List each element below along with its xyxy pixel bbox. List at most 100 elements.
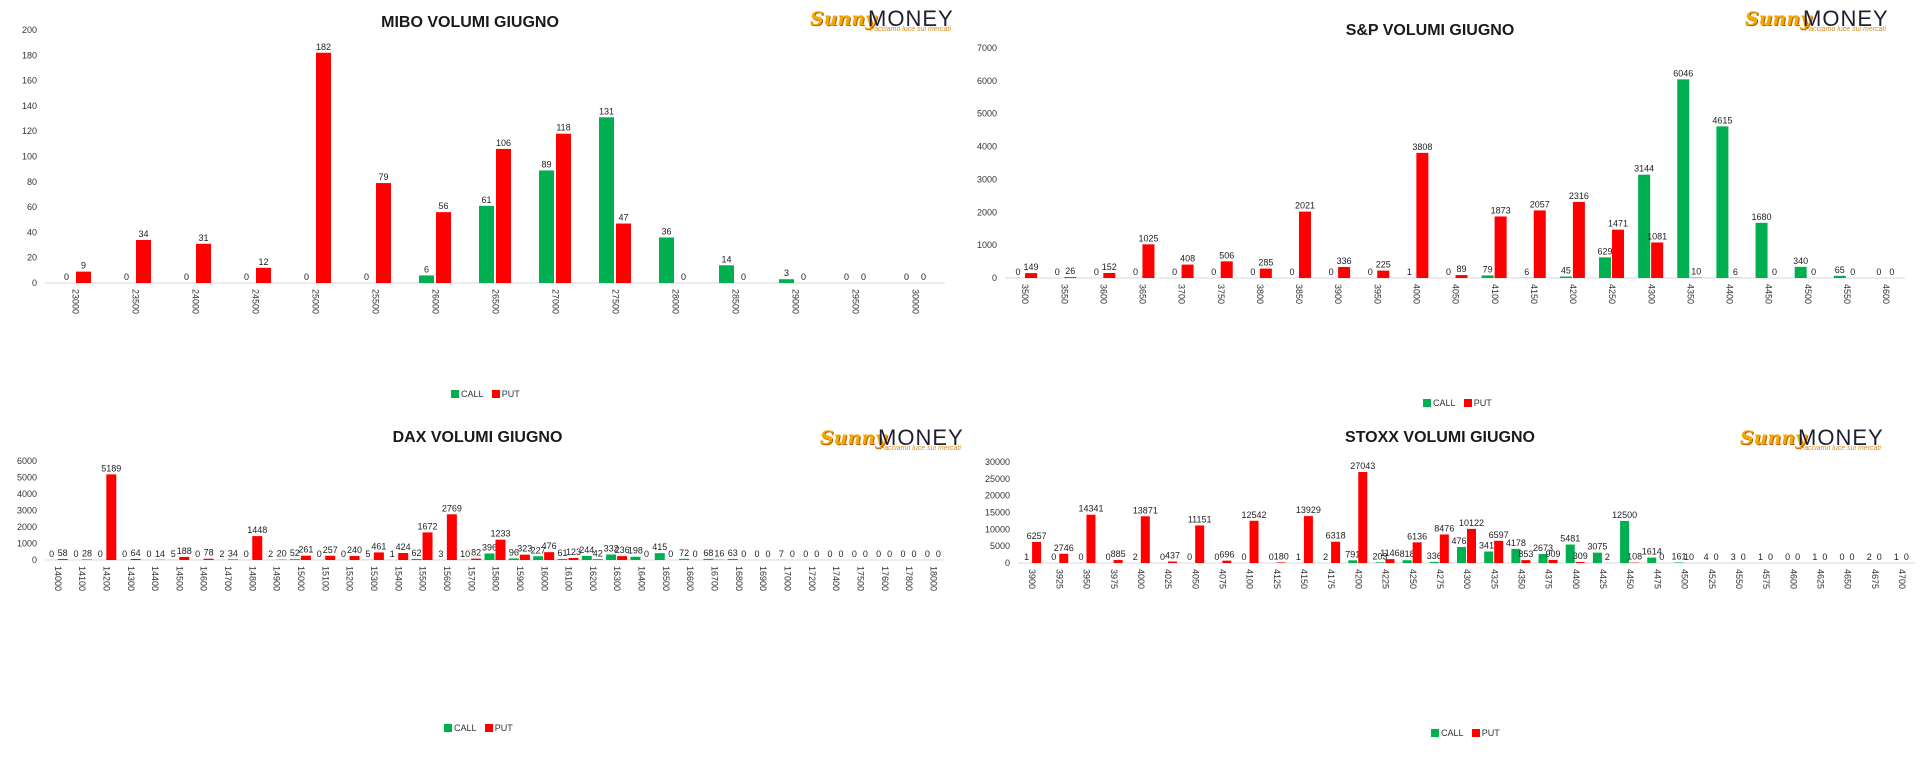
bar-put [446,514,457,560]
chart-panel-mibo: MIBO VOLUMI GIUGNO Sunny MONEY Facciamo … [0,0,960,399]
chart-title: DAX VOLUMI GIUGNO [392,429,563,446]
bar-put [495,539,506,560]
bar-call [1592,552,1602,563]
data-label-put: 11151 [1188,514,1212,524]
data-label-put: 257 [323,545,338,555]
x-tick-label: 16700 [710,566,720,591]
data-label-put: 123 [566,547,581,557]
x-tick-label: 17200 [807,566,817,591]
x-tick-label: 27500 [611,289,621,314]
data-label-put: 42 [593,548,603,558]
data-label-call: 52 [290,548,300,558]
data-label-put: 2 [1605,552,1610,562]
data-label-put: 10122 [1459,518,1484,528]
data-label-call: 0 [803,549,808,559]
x-tick-label: 15100 [320,566,330,591]
data-label-call: 0 [1106,552,1111,562]
bar-put [1548,559,1558,563]
y-tick-label: 0 [32,555,37,565]
bar-put [1059,553,1069,563]
bar-call [1511,548,1521,563]
bar-call [1755,222,1768,278]
x-tick-label: 4275 [1435,569,1445,589]
data-label-call: 3144 [1634,164,1654,174]
data-label-call: 5 [365,549,370,559]
x-tick-label: 4325 [1489,569,1499,589]
data-label-call: 45 [1561,266,1571,276]
x-tick-label: 30000 [911,289,921,314]
sunny-money-logo: Sunny MONEY Facciamo luce sui mercati [810,6,954,33]
bar-put [1416,152,1429,278]
chart-legend: CALL PUT [1425,728,1500,738]
bar-call [1481,275,1494,278]
bar-call [1375,562,1385,563]
data-label-call: 0 [1078,552,1083,562]
data-label-put: 0 [936,549,941,559]
x-tick-label: 4000 [1411,284,1421,304]
bar-put [1651,242,1664,278]
data-label-call: 161 [1671,551,1686,561]
data-label-call: 0 [876,549,881,559]
data-label-put: 149 [1024,262,1039,272]
bar-call [703,558,714,560]
data-label-put: 261 [298,545,313,555]
data-label-put: 1873 [1491,205,1511,215]
y-tick-label: 0 [32,278,37,288]
data-label-call: 0 [1250,267,1255,277]
bar-put [544,552,555,560]
chart-panel-sp: S&P VOLUMI GIUGNO Sunny MONEY Facciamo l… [960,0,1920,410]
data-label-call: 36 [661,226,671,236]
data-label-call: 1 [1407,267,1412,277]
chart-legend: CALL PUT [445,389,520,399]
data-label-call: 0 [1242,552,1247,562]
bar-put [1259,268,1272,278]
bar-put [252,536,263,560]
x-tick-label: 14300 [126,566,136,591]
data-label-call: 0 [244,549,249,559]
data-label-put: 0 [668,549,673,559]
x-tick-label: 4600 [1788,569,1798,589]
data-label-call: 629 [1598,246,1613,256]
data-label-put: 0 [766,549,771,559]
bar-call [411,558,422,560]
data-label-call: 0 [1133,267,1138,277]
data-label-call: 791 [1345,549,1360,559]
bar-call [1833,275,1846,278]
x-tick-label: 4675 [1870,569,1880,589]
x-tick-label: 17800 [904,566,914,591]
x-tick-label: 4400 [1725,284,1735,304]
sunny-money-logo: Sunny MONEY Facciamo luce sui mercati [820,425,964,452]
data-label-put: 853 [1518,549,1533,559]
bar-put [349,556,360,560]
bar-put [1494,216,1507,278]
data-label-put: 0 [887,549,892,559]
bar-put [471,558,482,560]
x-tick-label: 4175 [1326,569,1336,589]
y-tick-label: 10000 [985,524,1010,534]
data-label-put: 0 [1741,552,1746,562]
chart-title: STOXX VOLUMI GIUGNO [1345,429,1535,446]
x-tick-label: 3950 [1082,569,1092,589]
bar-put [1220,261,1233,278]
x-tick-label: 4350 [1685,284,1695,304]
data-label-call: 0 [1840,552,1845,562]
bar-put [76,271,91,283]
x-tick-label: 4200 [1568,284,1578,304]
bar-put [422,532,433,560]
bar-call [557,558,568,560]
x-tick-label: 15000 [296,566,306,591]
data-label-put: 14341 [1078,504,1103,514]
data-label-call: 0 [755,549,760,559]
bar-put [1222,560,1232,563]
bar-put [203,558,214,560]
data-label-call: 415 [652,542,667,552]
data-label-put: 336 [1337,256,1352,266]
data-label-put: 89 [1456,264,1466,274]
data-label-call: 0 [1211,267,1216,277]
data-label-call: 0 [1016,267,1021,277]
data-label-put: 31 [198,233,208,243]
data-label-call: 4615 [1712,115,1732,125]
x-tick-label: 15600 [442,566,452,591]
x-tick-label: 4150 [1529,284,1539,304]
